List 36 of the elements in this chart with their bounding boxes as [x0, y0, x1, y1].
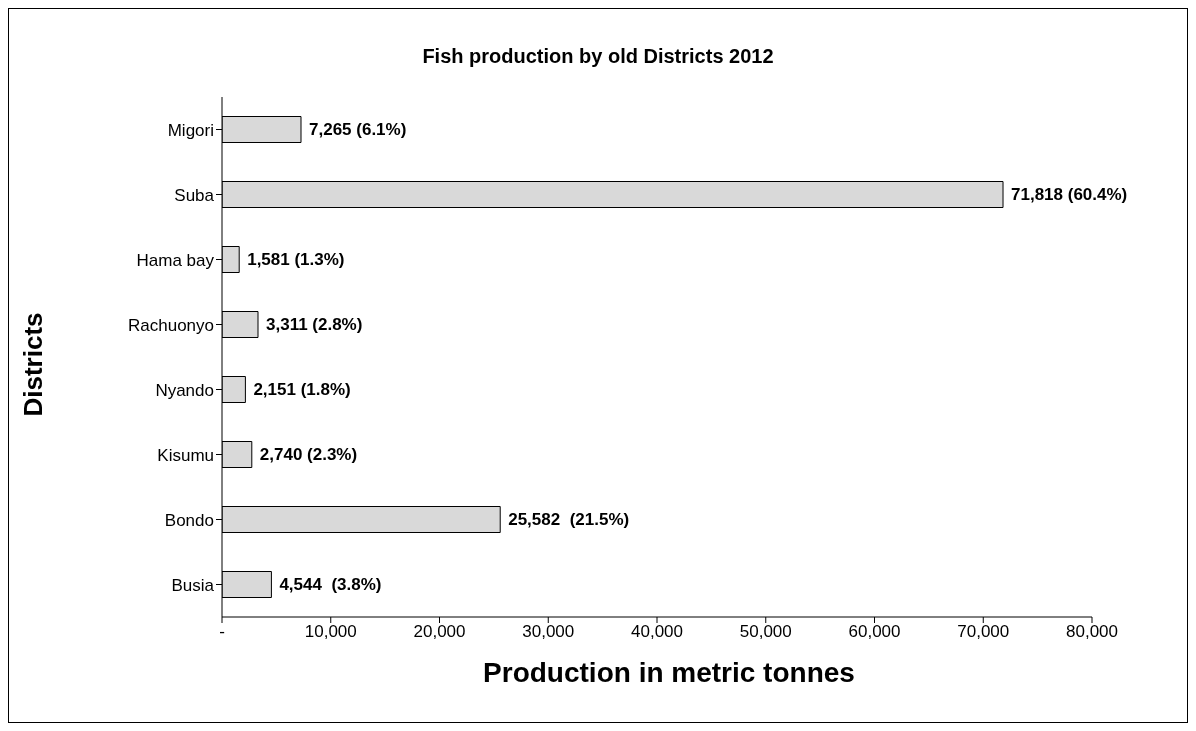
- data-label: 2,151 (1.8%): [253, 380, 351, 400]
- x-tick-label: 40,000: [631, 622, 683, 642]
- y-tick-label: Nyando: [155, 380, 214, 400]
- data-label: 7,265 (6.1%): [309, 120, 407, 140]
- bar: [222, 181, 1004, 208]
- x-tick-label: 50,000: [739, 622, 792, 642]
- x-axis-title: Production in metric tonnes: [482, 657, 856, 689]
- bar: [222, 116, 302, 143]
- x-tick-label: 10,000: [304, 622, 357, 642]
- x-tick-label: -: [219, 622, 225, 642]
- bar: [222, 246, 240, 273]
- bar: [222, 571, 272, 598]
- data-label: 3,311 (2.8%): [266, 315, 363, 335]
- y-tick-label: Busia: [171, 575, 215, 595]
- x-tick-label: 80,000: [1066, 622, 1118, 642]
- y-axis-title: Districts: [17, 311, 49, 417]
- bar: [222, 311, 259, 338]
- data-label: 71,818 (60.4%): [1011, 185, 1128, 205]
- data-label: 2,740 (2.3%): [259, 445, 358, 465]
- data-label: 4,544 (3.8%): [279, 575, 382, 595]
- y-tick-label: Kisumu: [157, 445, 214, 465]
- x-tick-label: 60,000: [848, 622, 901, 642]
- data-label: 1,581 (1.3%): [247, 250, 345, 270]
- bar: [222, 506, 501, 533]
- data-label: 25,582 (21.5%): [508, 510, 630, 530]
- y-tick-label: Bondo: [164, 510, 214, 530]
- y-tick-label: Suba: [174, 185, 215, 205]
- bar: [222, 441, 253, 468]
- y-tick-label: Rachuonyo: [127, 315, 214, 335]
- x-tick-label: 30,000: [522, 622, 575, 642]
- y-tick-label: Migori: [167, 120, 214, 140]
- chart-title: Fish production by old Districts 2012: [421, 45, 775, 68]
- bar: [222, 376, 246, 403]
- x-tick-label: 70,000: [957, 622, 1010, 642]
- x-tick-label: 20,000: [413, 622, 466, 642]
- y-tick-label: Hama bay: [136, 250, 215, 270]
